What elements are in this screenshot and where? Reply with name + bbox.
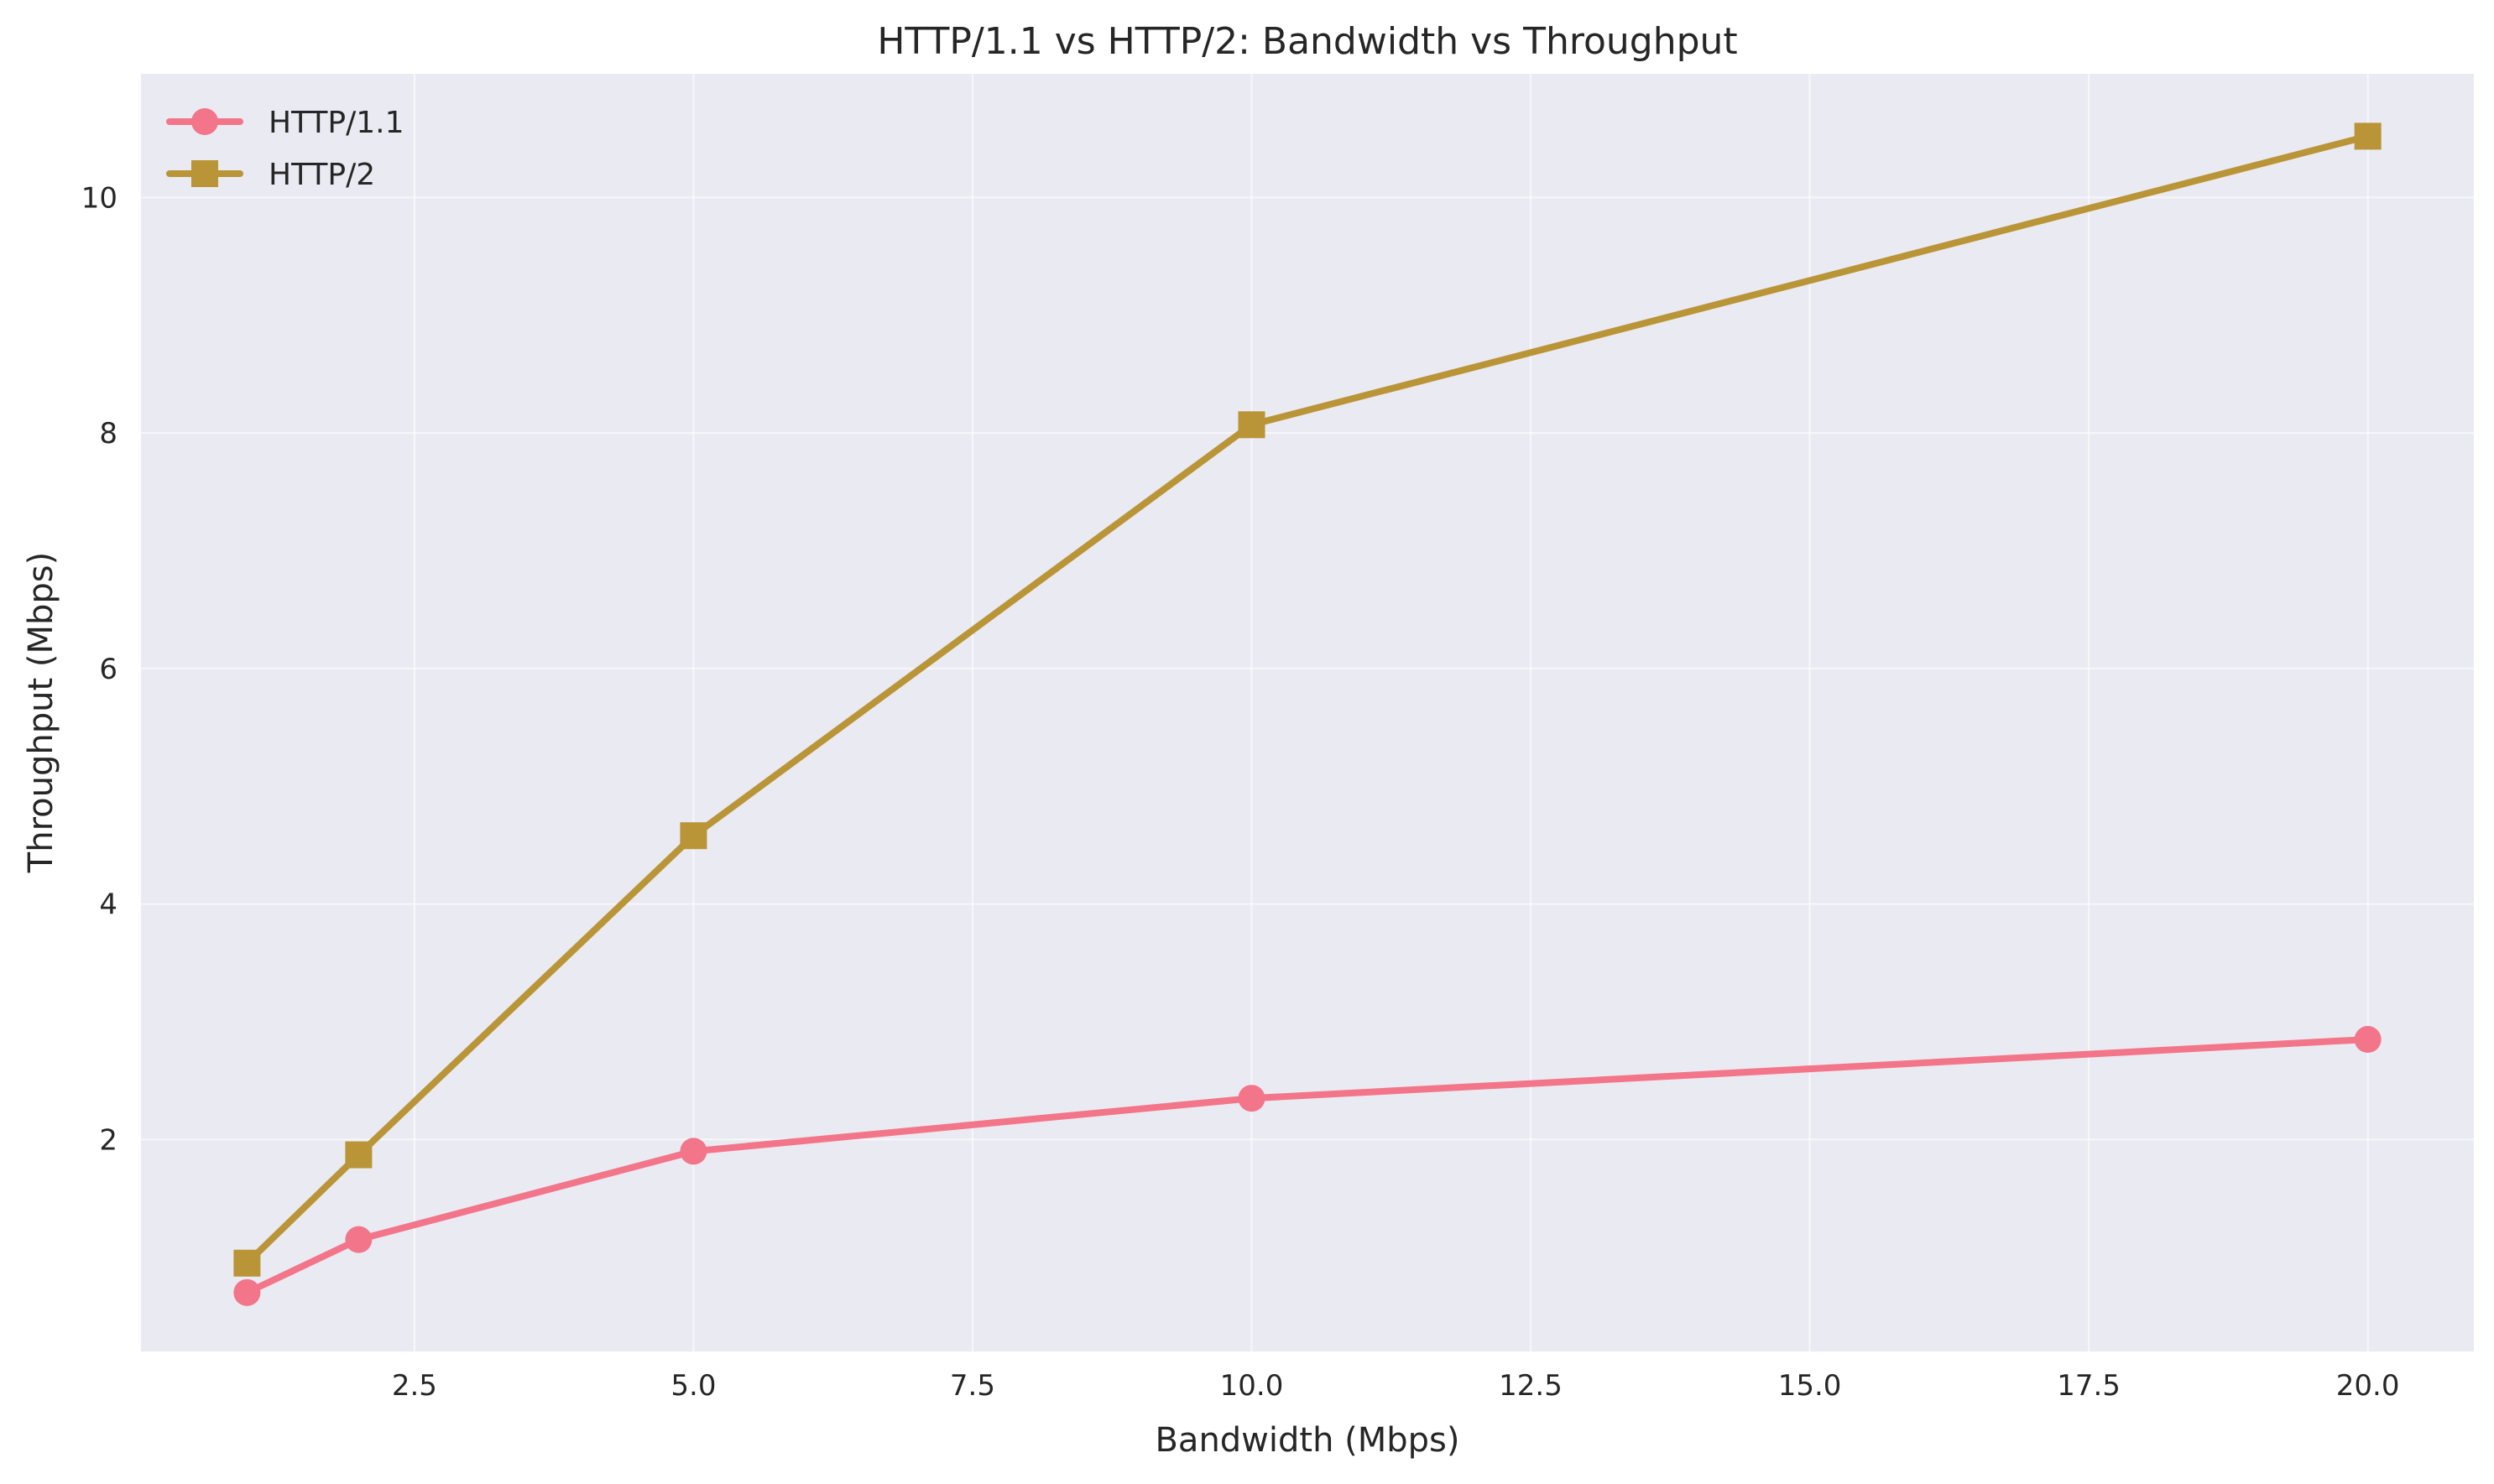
legend-item: HTTP/2 xyxy=(166,158,375,192)
grid xyxy=(141,74,2474,1351)
y-tick-label: 6 xyxy=(99,653,117,686)
y-axis-label: Throughput (Mbps) xyxy=(22,552,60,873)
series-http-1-1 xyxy=(233,1026,2382,1306)
x-tick-label: 12.5 xyxy=(1499,1369,1563,1403)
y-tick-label: 4 xyxy=(99,888,117,922)
x-tick-label: 17.5 xyxy=(2057,1369,2121,1403)
x-tick-label: 20.0 xyxy=(2336,1369,2400,1403)
legend: HTTP/1.1 HTTP/2 xyxy=(166,106,404,192)
x-tick-label: 15.0 xyxy=(1778,1369,1842,1403)
y-tick-label: 2 xyxy=(99,1123,117,1157)
data-point xyxy=(2354,1026,2382,1054)
data-point xyxy=(680,822,707,850)
series-http-2 xyxy=(233,122,2382,1277)
legend-marker xyxy=(191,160,218,187)
series-layer xyxy=(233,122,2382,1306)
data-point xyxy=(2354,122,2382,150)
legend-label: HTTP/1.1 xyxy=(269,106,404,140)
data-point xyxy=(345,1226,373,1253)
plot-area xyxy=(141,74,2474,1351)
data-point xyxy=(1238,1085,1265,1112)
x-axis-ticks: 2.5 5.0 7.5 10.0 12.5 15.0 17.5 20.0 xyxy=(392,1369,2400,1403)
data-point xyxy=(1238,411,1265,439)
x-tick-label: 2.5 xyxy=(392,1369,437,1403)
data-point xyxy=(233,1278,261,1306)
y-tick-label: 10 xyxy=(81,181,117,215)
x-tick-label: 10.0 xyxy=(1220,1369,1284,1403)
x-tick-label: 5.0 xyxy=(670,1369,716,1403)
legend-marker xyxy=(191,108,218,135)
data-point xyxy=(680,1138,707,1165)
x-tick-label: 7.5 xyxy=(950,1369,995,1403)
data-point xyxy=(345,1141,373,1169)
data-point xyxy=(233,1249,261,1277)
chart-title: HTTP/1.1 vs HTTP/2: Bandwidth vs Through… xyxy=(877,20,1737,63)
legend-label: HTTP/2 xyxy=(269,158,375,192)
y-tick-label: 8 xyxy=(99,417,117,450)
x-axis-label: Bandwidth (Mbps) xyxy=(1155,1421,1459,1460)
legend-item: HTTP/1.1 xyxy=(166,106,404,140)
y-axis-ticks: 2 4 6 8 10 xyxy=(81,181,117,1157)
